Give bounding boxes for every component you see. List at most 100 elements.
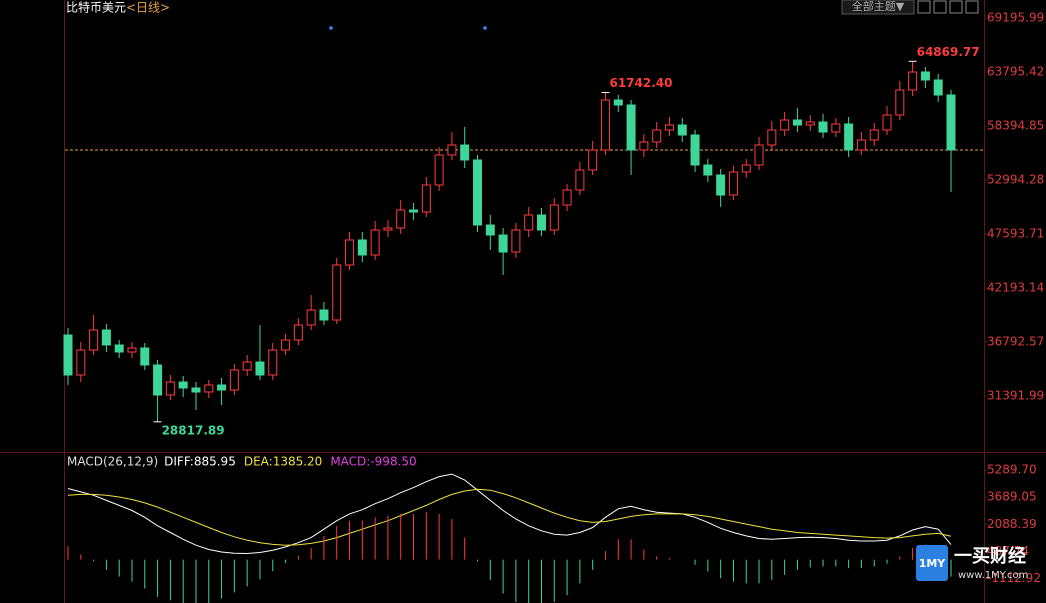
y-tick-label: 58394.85 [987,119,1044,133]
candle-body [357,239,367,256]
candle-body [856,139,866,151]
candle-body [664,124,674,131]
candle-body [178,381,188,389]
brand: 一买财经 [954,545,1026,567]
candle-body [767,129,777,146]
candle-body [728,171,738,196]
candle-body [370,229,380,256]
candle-body [741,164,751,173]
event-marker [483,26,487,30]
candle-body [920,71,930,81]
candle-body [383,227,393,231]
candle-body [600,99,610,151]
y-tick-label: 69195.99 [987,11,1044,25]
y-tick-label: 63795.42 [987,65,1044,79]
theme-button[interactable] [841,0,915,15]
candle-body [677,124,687,136]
y-tick-label: -1112.92 [987,571,1041,585]
candle-body [114,344,124,353]
candle-body [716,174,726,196]
candle-body [626,104,636,151]
candle-body [89,329,99,351]
candle-body [754,144,764,166]
candle-body [447,144,457,156]
macd-title: MACD(26,12,9) [67,455,158,469]
candle-body [217,384,227,391]
site: www.1MY.com [958,570,1028,581]
macd-line [67,488,952,546]
candle-body [396,209,406,229]
logo-text: 1MY [919,557,947,570]
watermark: 1MY 一买财经 www.1MY.com [916,545,1028,581]
candle-body [485,224,495,236]
y-tick-label: 487.74 [987,544,1029,558]
candle-body [908,71,918,91]
y-tick-label: 52994.28 [987,173,1044,187]
candle-body [549,204,559,231]
candle-body [805,121,815,126]
legend-label: DIFF:885.95 [164,455,236,469]
candle-body [101,329,111,346]
candle-body [882,114,892,131]
macd-line [67,473,952,555]
legend-label: DEA:1385.20 [244,455,323,469]
annotation: 28817.89 [162,423,225,437]
candle-body [319,309,329,321]
candle-body [63,334,73,376]
candle-body [562,189,572,206]
candle-body [434,154,444,186]
candle-body [511,229,521,253]
legend-label: MACD:-998.50 [330,455,416,469]
candle-body [345,239,355,266]
candle-body [613,99,623,106]
candle-body [933,79,943,96]
annotation: 64869.77 [917,45,980,59]
theme-button-label[interactable]: 全部主题▼ [852,0,905,13]
candle-body [473,159,483,226]
y-tick-label: 36792.57 [987,335,1044,349]
chart-subtitle: <日线> [126,1,170,15]
candle-body [165,381,175,396]
event-marker [329,26,333,30]
candle-body [831,123,841,133]
candle-body [281,339,291,351]
candle-body [780,119,790,131]
candle-body [818,121,828,133]
candle-body [895,89,905,116]
candle-body [140,347,150,366]
candle-body [409,209,419,213]
chart-title: 比特币美元 [66,0,126,15]
candle-body [421,184,431,213]
candle-body [153,364,163,396]
candle-body [460,144,470,161]
toolbar-icons[interactable] [917,0,979,14]
candle-body [293,324,303,341]
candle-body [268,349,278,376]
y-tick-label: 31391.99 [987,389,1044,403]
candle-body [204,384,214,393]
candle-body [703,164,713,176]
candle-body [255,361,265,376]
candle-body [690,134,700,166]
annotation: 61742.40 [609,76,672,90]
y-tick-label: 42193.14 [987,281,1044,295]
candle-body [652,129,662,143]
y-tick-label: 5289.70 [987,463,1037,477]
candle-body [332,264,342,321]
candle-body [76,349,86,376]
candle-body [792,119,802,126]
candle-body [127,347,137,353]
candle-body [588,149,598,171]
candle-body [639,141,649,151]
candle-body [575,169,585,191]
candle-body [536,214,546,231]
candle-body [306,309,316,326]
candle-body [946,94,956,151]
y-tick-label: 3689.05 [987,490,1037,504]
candle-body [844,123,854,151]
y-tick-label: 2088.39 [987,517,1037,531]
logo-box [916,545,948,581]
